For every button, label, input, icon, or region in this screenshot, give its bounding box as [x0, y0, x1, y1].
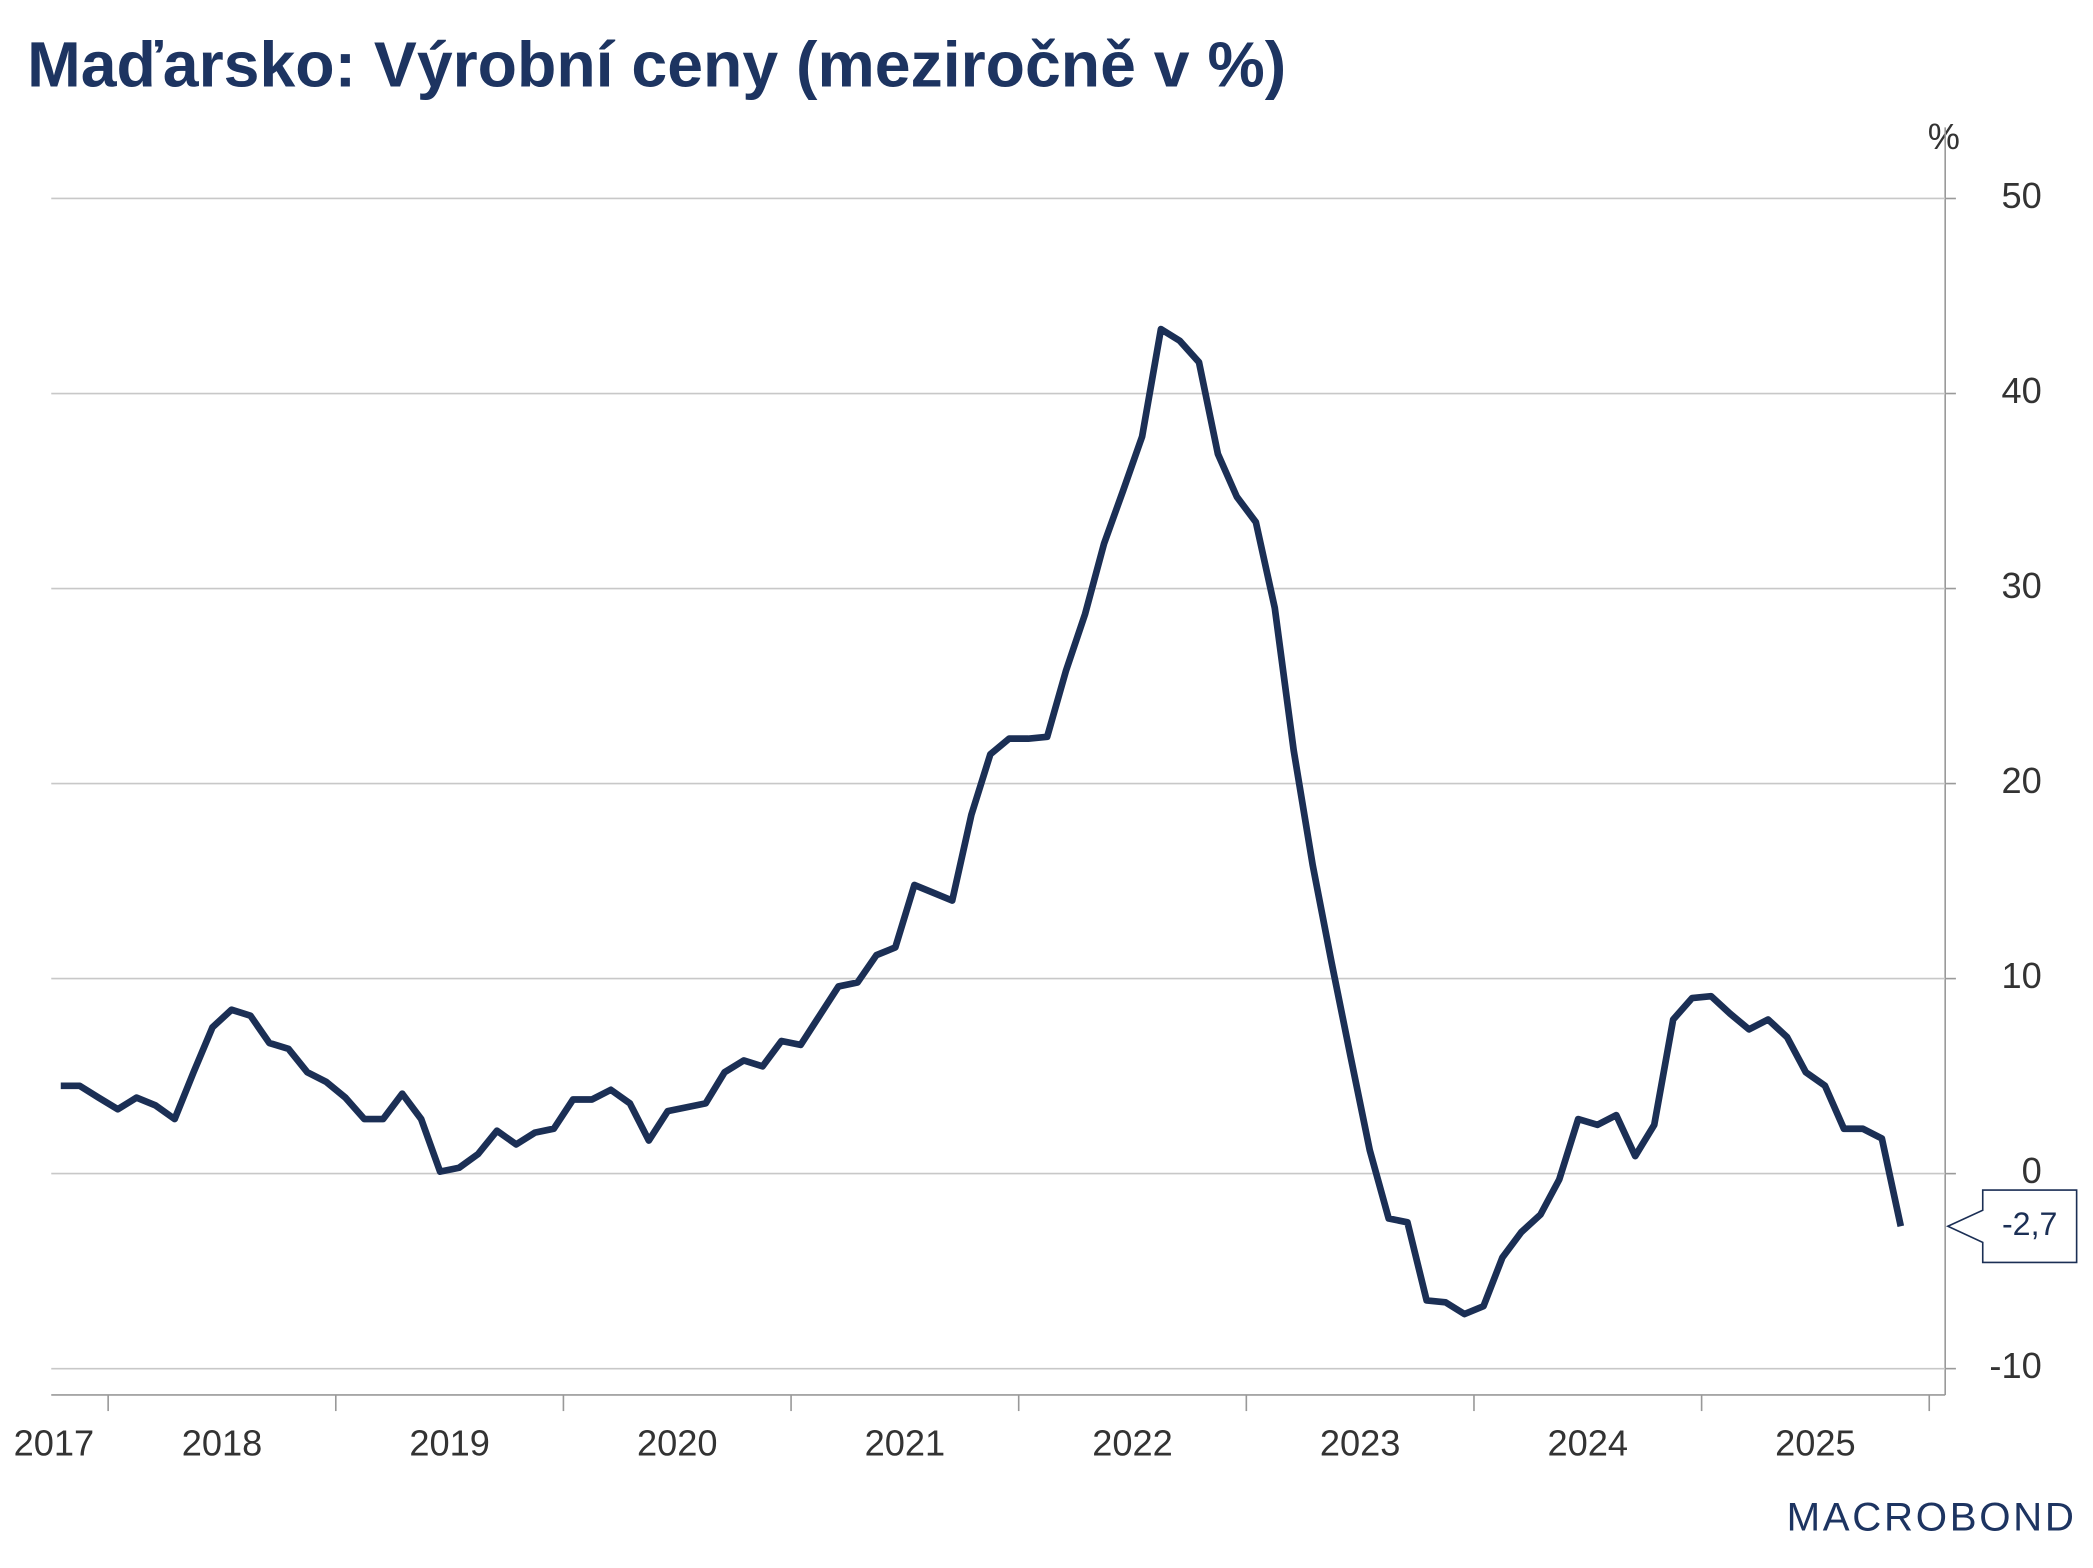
callout-label: -2,7: [2002, 1206, 2057, 1242]
y-unit: %: [1928, 116, 1960, 157]
y-tick-label: 40: [2001, 370, 2041, 411]
y-tick-label: 10: [2001, 955, 2041, 996]
y-tick-label: 30: [2001, 565, 2041, 606]
x-tick-label: 2023: [1320, 1423, 1401, 1464]
x-tick-label: 2018: [182, 1423, 263, 1464]
y-tick-label: 0: [2022, 1150, 2042, 1191]
callout-box: [1945, 1189, 2078, 1264]
x-tick-label: 2021: [865, 1423, 946, 1464]
x-tick-label: 2022: [1092, 1423, 1173, 1464]
x-tick-label: 2017: [14, 1423, 95, 1464]
x-tick-label: 2024: [1548, 1423, 1629, 1464]
y-tick-label: 20: [2001, 760, 2041, 801]
y-tick-label: -10: [1989, 1345, 2041, 1386]
x-tick-label: 2020: [637, 1423, 718, 1464]
x-tick-label: 2019: [409, 1423, 490, 1464]
y-tick-label: 50: [2001, 175, 2041, 216]
chart-title: Maďarsko: Výrobní ceny (meziročně v %): [27, 29, 1286, 101]
source-logo: MACROBOND: [1787, 1494, 2077, 1539]
x-tick-label: 2025: [1775, 1423, 1856, 1464]
line-series: [60, 325, 1905, 1318]
